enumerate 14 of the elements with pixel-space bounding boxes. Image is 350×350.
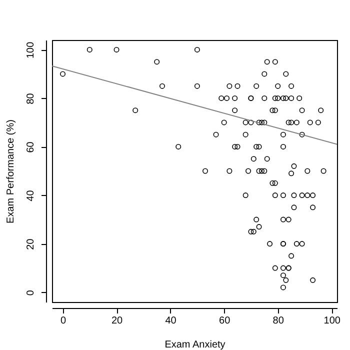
y-tick-label: 0 <box>26 290 36 296</box>
x-tick-label: 40 <box>165 316 177 326</box>
x-tick-label: 20 <box>111 316 124 326</box>
x-tick-label: 60 <box>219 316 231 326</box>
x-tick-label: 80 <box>272 316 284 326</box>
x-tick-label: 100 <box>324 316 341 326</box>
y-tick-label: 40 <box>26 190 36 202</box>
y-tick-label: 80 <box>26 92 36 104</box>
y-tick-label: 20 <box>26 238 36 250</box>
y-tick-label: 100 <box>26 41 36 59</box>
y-axis-title: Exam Performance (%) <box>6 120 16 224</box>
x-tick-label: 0 <box>60 316 66 326</box>
y-tick-label: 60 <box>26 141 36 153</box>
x-axis-title: Exam Anxiety <box>164 340 226 350</box>
